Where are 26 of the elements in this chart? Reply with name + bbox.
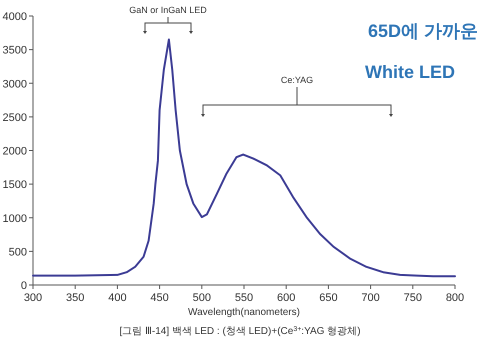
annotation: Ce:YAG [280,75,314,85]
y-tick-label: 4000 [2,11,27,23]
text: [그림 Ⅲ-14] 백색 LED : (청색 LED)+(Ce$^{3+}$:YAG 형광체) [119,326,361,337]
y-tick-label: 1000 [2,212,27,225]
x-axis-title: Wavelength(nanometers) [188,307,300,318]
x-tick-label: 600 [277,292,296,304]
x-tick-label: 550 [234,292,254,304]
x-tick-label: 800 [446,292,464,304]
x-tick-label: 700 [361,292,380,304]
y-tick-label: 0 [20,280,27,292]
y-tick-label: 1500 [2,179,27,192]
x-tick-label: 300 [24,292,42,304]
y-tick-label: 500 [8,246,27,258]
annotation: 65D에 가까운 [368,21,478,41]
y-tick-label: 2000 [2,146,27,158]
y-tick-label: 2500 [2,112,27,124]
y-tick-label: 3500 [2,44,27,57]
x-tick-label: 400 [108,292,127,304]
y-tick-label: 3000 [2,78,27,90]
x-tick-label: 650 [319,292,338,304]
text: GaN or InGaN LED [129,5,208,15]
x-tick-label: 350 [66,292,84,304]
x-tick-label: 500 [192,292,211,304]
x-tick-label: 750 [404,292,422,304]
x-tick-label: 450 [150,292,169,304]
annotation: White LED [365,62,455,82]
